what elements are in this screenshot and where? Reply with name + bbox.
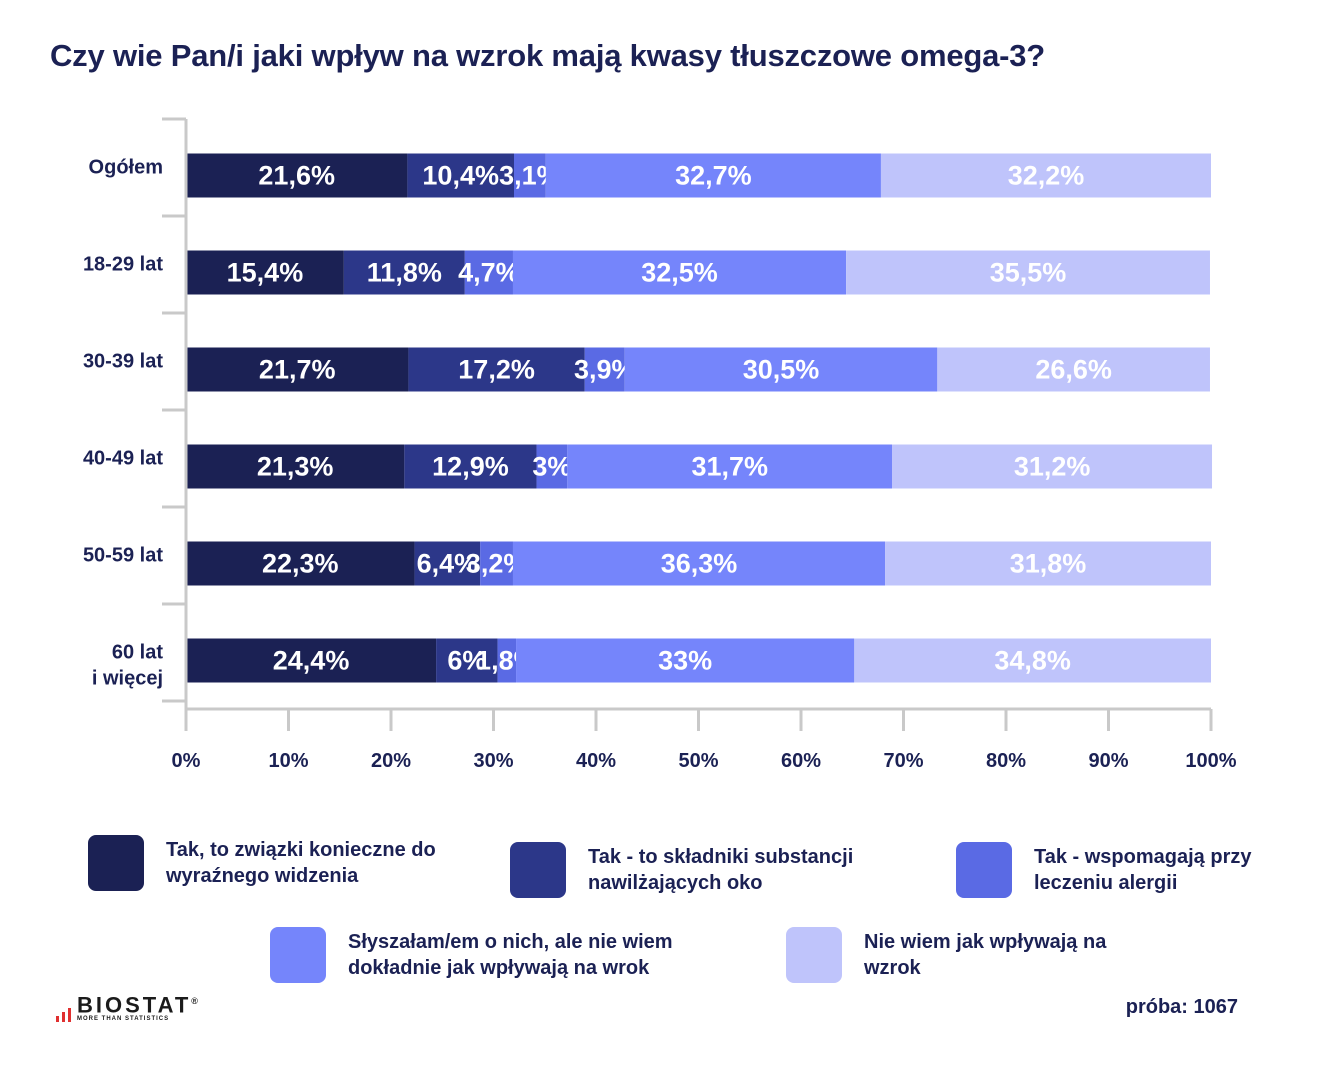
bar-segment [514, 153, 546, 198]
bar-segment [407, 153, 514, 198]
category-label: 30-39 lat [83, 351, 163, 373]
axes: Ogółem 18-29 lat 30-39 lat 40-49 lat 50-59 l… [83, 117, 1237, 772]
bar-segment [885, 541, 1211, 586]
chart-title: Czy wie Pan/i jaki wpływ na wzrok mają k… [50, 38, 1046, 73]
data-label: 12,9% [432, 452, 509, 482]
bar-segment [436, 638, 498, 683]
logo-bars-icon [56, 1008, 71, 1023]
bar-segment [536, 444, 568, 489]
legend-item-3: Tak - wspomagają przy leczeniu alergii [956, 842, 1274, 898]
bar-area: 21,6% 10,4% 3,1% 32,7% 32,2%15,4% 11,8% 4,7% 32… [186, 153, 1213, 683]
data-label: 26,6% [1035, 355, 1112, 385]
data-label: 36,3% [661, 549, 738, 579]
category-label: Ogółem [89, 157, 163, 179]
bar-segment [892, 444, 1213, 489]
data-label: 31,7% [691, 452, 768, 482]
x-tick-label: 80% [986, 750, 1026, 772]
legend-label-3: Tak - wspomagają przy leczeniu alergii [1034, 846, 1252, 894]
bar-segment [545, 153, 881, 198]
bar-segment [480, 541, 513, 586]
bar-segment [408, 347, 585, 392]
data-label: 10,4% [422, 161, 499, 191]
bar-segment [404, 444, 537, 489]
category-label: 18-29 lat [83, 254, 163, 276]
bar-segment [186, 347, 409, 392]
data-label: 15,4% [227, 258, 304, 288]
data-label: 31,2% [1014, 452, 1091, 482]
bar-segment [186, 541, 415, 586]
legend-item-5: Nie wiem jak wpływają na wzrok [786, 927, 1124, 983]
bar-segment [624, 347, 938, 392]
data-label: 3% [532, 452, 571, 482]
x-tick-label: 90% [1088, 750, 1128, 772]
x-tick-label: 20% [371, 750, 411, 772]
x-tick-label: 50% [678, 750, 718, 772]
legend-label-1: Tak, to związki konieczne do wyraźnego w… [166, 839, 436, 887]
bar-segment [343, 250, 465, 295]
data-label: 32,7% [675, 161, 752, 191]
data-label: 35,5% [990, 258, 1067, 288]
legend-item-2: Tak - to składniki substancji nawilżając… [510, 842, 908, 898]
bar-segment [584, 347, 625, 392]
data-label: 24,4% [273, 646, 350, 676]
bar-segment [854, 638, 1211, 683]
bar-segment [937, 347, 1210, 392]
category-label: 60 lat i więcej [92, 642, 163, 690]
bar-segment [414, 541, 481, 586]
bar-segment [464, 250, 513, 295]
x-tick-label: 100% [1185, 750, 1236, 772]
legend-swatch-1 [88, 835, 144, 891]
x-tick-label: 70% [883, 750, 923, 772]
data-label: 31,8% [1010, 549, 1087, 579]
data-label: 32,2% [1008, 161, 1085, 191]
brand-name: BIOSTAT [77, 992, 192, 1018]
legend-item-1: Tak, to związki konieczne do wyraźnego w… [88, 835, 456, 891]
data-label: 34,8% [994, 646, 1071, 676]
x-tick-label: 30% [473, 750, 513, 772]
x-tick-label: 10% [268, 750, 308, 772]
stacked-bar-chart: 21,6% 10,4% 3,1% 32,7% 32,2%15,4% 11,8% 4,7% 32… [83, 117, 1237, 772]
data-label: 32,5% [641, 258, 718, 288]
bar-segment [512, 541, 886, 586]
data-label: 21,6% [258, 161, 335, 191]
data-label: 30,5% [743, 355, 820, 385]
bar-segment [567, 444, 893, 489]
x-tick-label: 40% [576, 750, 616, 772]
x-tick-label: 0% [172, 750, 201, 772]
legend-item-4: Słyszałam/em o nich, ale nie wiem dokład… [270, 927, 748, 983]
bar-segment [186, 250, 344, 295]
bar-segment [497, 638, 517, 683]
legend-label-2: Tak - to składniki substancji nawilżając… [588, 846, 854, 894]
legend-label-4: Słyszałam/em o nich, ale nie wiem dokład… [348, 931, 673, 979]
legend-swatch-5 [786, 927, 842, 983]
bar-segment [186, 638, 437, 683]
data-label: 21,7% [259, 355, 336, 385]
legend-swatch-4 [270, 927, 326, 983]
data-label: 21,3% [257, 452, 334, 482]
bar-segment [846, 250, 1210, 295]
data-label: 17,2% [458, 355, 535, 385]
bar-segment [186, 153, 408, 198]
category-label: 50-59 lat [83, 545, 163, 567]
brand-tagline: MORE THAN STATISTICS [77, 1016, 170, 1023]
legend-label-5: Nie wiem jak wpływają na wzrok [864, 931, 1107, 979]
biostat-logo: BIOSTAT® MORE THAN STATISTICS [56, 990, 198, 1023]
data-label: 6% [447, 646, 486, 676]
bar-segment [512, 250, 847, 295]
data-label: 6,4% [417, 549, 479, 579]
data-label: 33% [658, 646, 712, 676]
data-label: 4,7% [458, 258, 520, 288]
legend-swatch-3 [956, 842, 1012, 898]
data-label: 22,3% [262, 549, 339, 579]
brand-registered: ® [191, 996, 198, 1006]
data-label: 11,8% [367, 258, 442, 288]
bar-segment [880, 153, 1211, 198]
sample-size: próba: 1067 [1125, 996, 1238, 1018]
category-label: 40-49 lat [83, 448, 163, 470]
x-tick-label: 60% [781, 750, 821, 772]
bar-segment [186, 444, 405, 489]
bar-segment [516, 638, 855, 683]
legend-swatch-2 [510, 842, 566, 898]
